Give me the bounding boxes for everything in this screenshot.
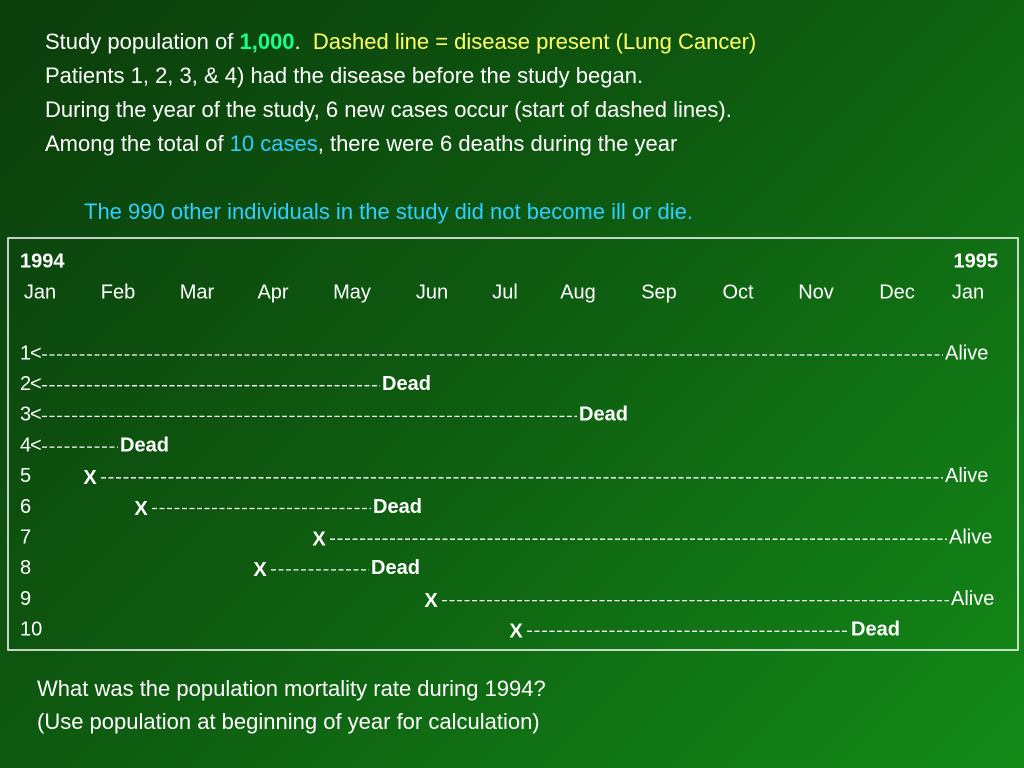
month-label: Aug (560, 281, 596, 303)
month-label: Feb (101, 281, 135, 303)
outcome-alive: Alive (945, 342, 988, 364)
month-label: Jun (416, 281, 448, 303)
question: (Use population at beginning of year for… (37, 709, 540, 734)
month-label: Oct (722, 281, 754, 303)
month-label: Jan (24, 281, 56, 303)
intro-line: During the year of the study, 6 new case… (45, 97, 732, 122)
row-label: 2 (20, 373, 31, 395)
month-label: May (333, 281, 371, 303)
row-label: 4 (20, 434, 31, 456)
row-label: 5 (20, 465, 31, 487)
row-label: 6 (20, 496, 31, 518)
row-label: 8 (20, 557, 31, 579)
month-label: Sep (641, 281, 677, 303)
intro-text: Among the total of (45, 131, 230, 156)
month-label: Jul (492, 281, 518, 303)
timeline-frame (7, 237, 1019, 651)
note: The 990 other individuals in the study d… (84, 199, 694, 224)
intro-line: Study population of 1,000. Dashed line =… (45, 29, 756, 55)
outcome-dead: Dead (382, 373, 431, 395)
intro-text: Study population of (45, 29, 240, 54)
month-label: Nov (798, 281, 834, 303)
onset-marker: X (509, 621, 523, 643)
intro-line: Among the total of 10 cases, there were … (45, 131, 677, 157)
outcome-dead: Dead (851, 619, 900, 641)
question: What was the population mortality rate d… (37, 676, 546, 701)
outcome-dead: Dead (373, 496, 422, 518)
onset-marker: X (312, 528, 326, 550)
intro-line: Patients 1, 2, 3, & 4) had the disease b… (45, 63, 644, 88)
onset-marker: X (134, 498, 148, 520)
intro-text: , there were 6 deaths during the year (317, 131, 678, 156)
onset-marker: X (253, 559, 267, 581)
outcome-alive: Alive (951, 588, 994, 610)
year-label: 1995 (954, 250, 999, 272)
row-label: 7 (20, 526, 31, 548)
onset-marker: X (424, 590, 438, 612)
prior-marker: < (30, 342, 42, 364)
outcome-alive: Alive (949, 526, 992, 548)
outcome-alive: Alive (945, 465, 988, 487)
onset-marker: X (83, 467, 97, 489)
intro-highlight: Dashed line = disease present (Lung Canc… (312, 29, 757, 54)
row-label: 3 (20, 404, 31, 426)
intro-text: . (294, 29, 301, 54)
outcome-dead: Dead (579, 404, 628, 426)
row-label: 10 (20, 619, 42, 641)
prior-marker: < (30, 373, 42, 395)
month-label: Mar (180, 281, 215, 303)
month-label: Apr (257, 281, 288, 303)
row-label: 9 (20, 588, 31, 610)
year-label: 1994 (20, 250, 65, 272)
row-label: 1 (20, 342, 31, 364)
prior-marker: < (30, 404, 42, 426)
intro-highlight: 10 cases (229, 131, 318, 156)
month-label: Jan (952, 281, 984, 303)
outcome-dead: Dead (371, 557, 420, 579)
intro-highlight: 1,000 (239, 29, 295, 54)
prior-marker: < (30, 434, 42, 456)
outcome-dead: Dead (120, 434, 169, 456)
month-label: Dec (879, 281, 915, 303)
